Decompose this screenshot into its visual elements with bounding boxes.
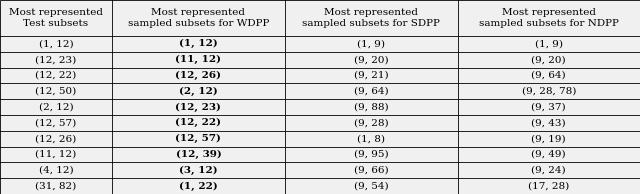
Text: (3, 12): (3, 12) (179, 166, 218, 175)
Text: (12, 39): (12, 39) (175, 150, 221, 159)
Text: Most represented
sampled subsets for NDPP: Most represented sampled subsets for NDP… (479, 8, 619, 28)
Text: (1, 9): (1, 9) (535, 39, 563, 48)
Text: (1, 12): (1, 12) (179, 39, 218, 48)
Text: (9, 64): (9, 64) (531, 71, 566, 80)
Text: (12, 22): (12, 22) (35, 71, 77, 80)
Text: (9, 20): (9, 20) (354, 55, 388, 64)
Text: (12, 23): (12, 23) (175, 102, 221, 112)
Text: (1, 22): (1, 22) (179, 182, 218, 191)
Text: (9, 28, 78): (9, 28, 78) (522, 87, 576, 96)
Text: Most represented
sampled subsets for WDPP: Most represented sampled subsets for WDP… (128, 8, 269, 28)
Text: Most represented
sampled subsets for SDPP: Most represented sampled subsets for SDP… (302, 8, 440, 28)
Text: (12, 26): (12, 26) (175, 71, 221, 80)
Text: (9, 95): (9, 95) (354, 150, 388, 159)
Text: (9, 64): (9, 64) (354, 87, 388, 96)
Text: (12, 50): (12, 50) (35, 87, 77, 96)
Text: (11, 12): (11, 12) (35, 150, 77, 159)
Text: (12, 26): (12, 26) (35, 134, 77, 143)
Text: (9, 20): (9, 20) (531, 55, 566, 64)
Text: (9, 43): (9, 43) (531, 118, 566, 127)
Text: (9, 37): (9, 37) (531, 103, 566, 112)
Text: (9, 28): (9, 28) (354, 118, 388, 127)
Text: (9, 49): (9, 49) (531, 150, 566, 159)
Text: Most represented
Test subsets: Most represented Test subsets (9, 8, 103, 28)
Text: (12, 57): (12, 57) (175, 134, 221, 143)
Text: (1, 12): (1, 12) (38, 39, 74, 48)
Text: (11, 12): (11, 12) (175, 55, 221, 64)
Text: (1, 8): (1, 8) (357, 134, 385, 143)
Text: (9, 88): (9, 88) (354, 103, 388, 112)
Text: (17, 28): (17, 28) (528, 182, 570, 191)
Text: (1, 9): (1, 9) (357, 39, 385, 48)
Text: (31, 82): (31, 82) (35, 182, 77, 191)
Text: (4, 12): (4, 12) (38, 166, 74, 175)
Text: (9, 24): (9, 24) (531, 166, 566, 175)
Text: (2, 12): (2, 12) (38, 103, 74, 112)
Text: (12, 22): (12, 22) (175, 118, 221, 127)
Text: (2, 12): (2, 12) (179, 87, 218, 96)
Text: (9, 21): (9, 21) (354, 71, 388, 80)
Text: (9, 19): (9, 19) (531, 134, 566, 143)
Text: (12, 57): (12, 57) (35, 118, 77, 127)
Text: (9, 54): (9, 54) (354, 182, 388, 191)
Text: (12, 23): (12, 23) (35, 55, 77, 64)
Text: (9, 66): (9, 66) (354, 166, 388, 175)
